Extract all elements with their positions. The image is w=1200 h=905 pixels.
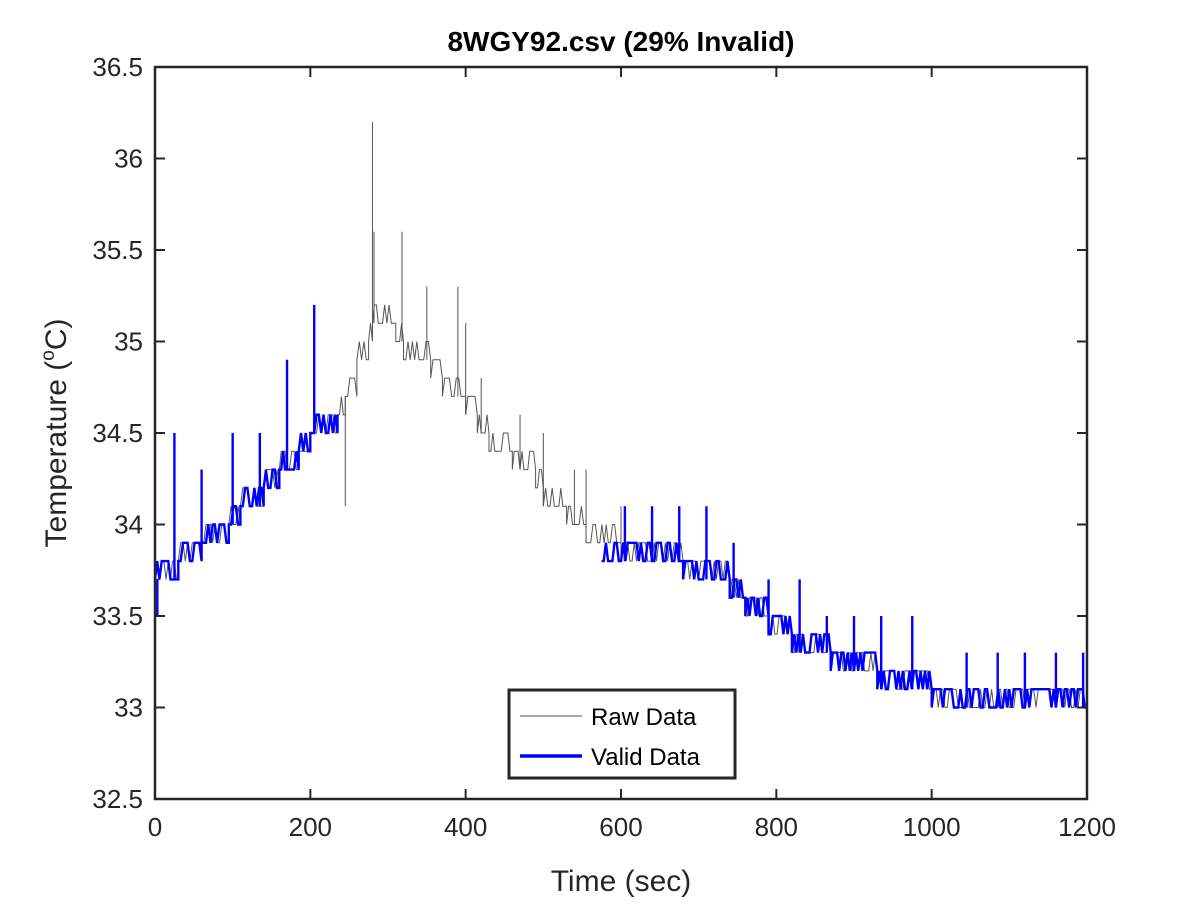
y-axis-label: Temperature (oC)	[38, 319, 73, 548]
y-tick-label: 34	[114, 510, 143, 540]
x-tick-label: 1000	[903, 812, 961, 842]
y-axis-label-main: Temperature (	[40, 361, 73, 548]
x-tick-label: 0	[148, 812, 162, 842]
chart-title: 8WGY92.csv (29% Invalid)	[447, 26, 794, 57]
x-tick-label: 600	[599, 812, 642, 842]
legend-box	[507, 688, 737, 780]
y-tick-label: 33	[114, 693, 143, 723]
y-tick-label: 34.5	[92, 418, 143, 448]
legend-label-valid-data: Valid Data	[591, 744, 701, 771]
legend: Raw Data Valid Data	[507, 688, 737, 780]
y-tick-label: 35	[114, 327, 143, 357]
x-tick-label: 800	[755, 812, 798, 842]
valid-data-line	[601, 541, 1087, 709]
legend-label-raw-data: Raw Data	[591, 704, 697, 731]
y-tick-label: 35.5	[92, 235, 143, 265]
y-tick-label: 36.5	[92, 52, 143, 82]
y-tick-label: 36	[114, 144, 143, 174]
series-valid-data	[153, 304, 1087, 709]
x-axis-label: Time (sec)	[551, 865, 692, 898]
series-layer	[153, 121, 1087, 709]
x-tick-label: 200	[289, 812, 332, 842]
y-axis-label-superscript: o	[38, 350, 59, 361]
x-tick-label: 1200	[1058, 812, 1116, 842]
y-tick-label: 32.5	[92, 784, 143, 814]
valid-data-line	[153, 413, 339, 581]
y-tick-label: 33.5	[92, 601, 143, 631]
x-tick-label: 400	[444, 812, 487, 842]
axes-box	[153, 65, 1089, 801]
y-axis-label-end: C)	[40, 319, 73, 351]
